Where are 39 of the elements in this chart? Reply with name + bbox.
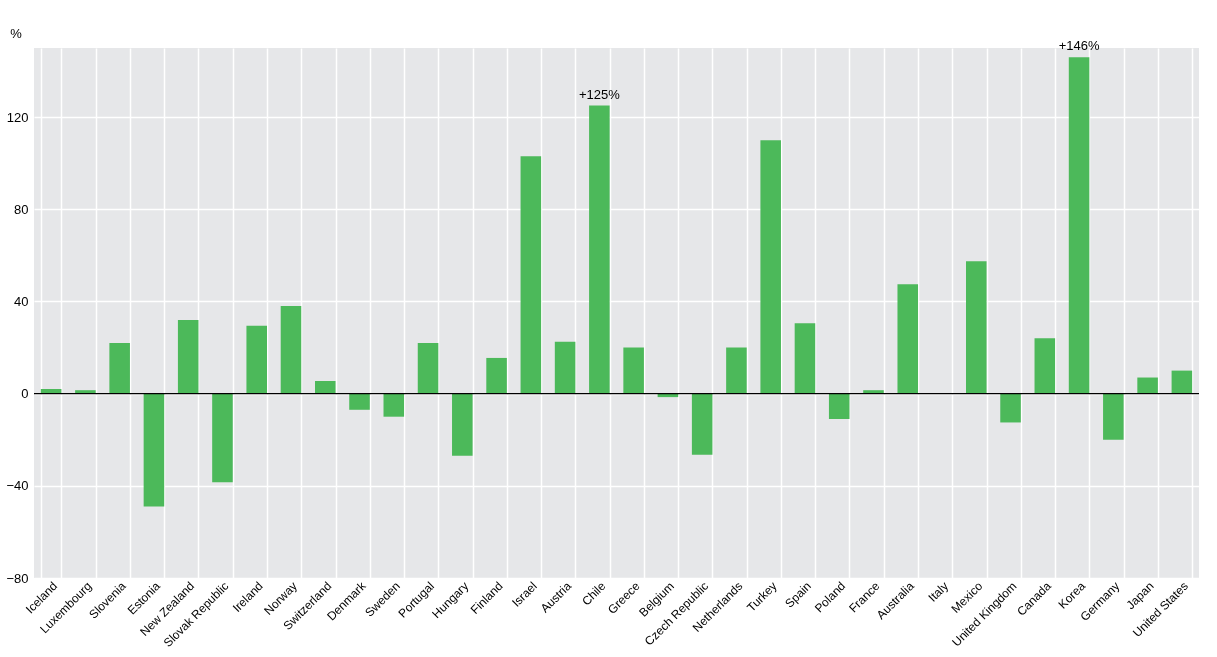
bar — [1137, 377, 1158, 394]
bar — [520, 156, 542, 394]
bar — [589, 105, 610, 394]
data-label: +125% — [578, 86, 621, 102]
bar — [1034, 338, 1056, 394]
bar — [486, 357, 507, 394]
bar — [417, 342, 439, 394]
y-axis-title: % — [10, 26, 23, 41]
bar — [794, 323, 816, 394]
bar — [280, 306, 302, 394]
bar — [1000, 393, 1021, 423]
bar — [452, 393, 473, 456]
bar — [383, 393, 405, 417]
bar — [623, 347, 644, 394]
y-tick-label: 0 — [21, 386, 29, 402]
bar — [554, 341, 576, 394]
bar — [966, 261, 987, 394]
bar — [726, 347, 747, 394]
bar — [897, 284, 919, 394]
y-tick-label: 120 — [6, 109, 29, 125]
bar — [1068, 57, 1090, 394]
bar — [349, 393, 370, 410]
x-tick-label: Italy — [925, 579, 951, 605]
bar — [143, 393, 165, 507]
bar — [760, 140, 781, 394]
y-tick-label: 40 — [14, 293, 29, 309]
data-label: +146% — [1058, 38, 1100, 54]
bar — [109, 342, 130, 394]
bar — [1171, 370, 1193, 394]
bar — [314, 380, 336, 394]
y-tick-label: 80 — [14, 201, 29, 217]
bar — [1103, 393, 1124, 440]
bar — [246, 325, 267, 394]
bar — [177, 319, 199, 394]
bar — [212, 393, 233, 483]
bar — [691, 393, 713, 455]
y-tick-label: −80 — [6, 570, 29, 586]
bar — [828, 393, 850, 419]
y-tick-label: −40 — [6, 478, 29, 494]
